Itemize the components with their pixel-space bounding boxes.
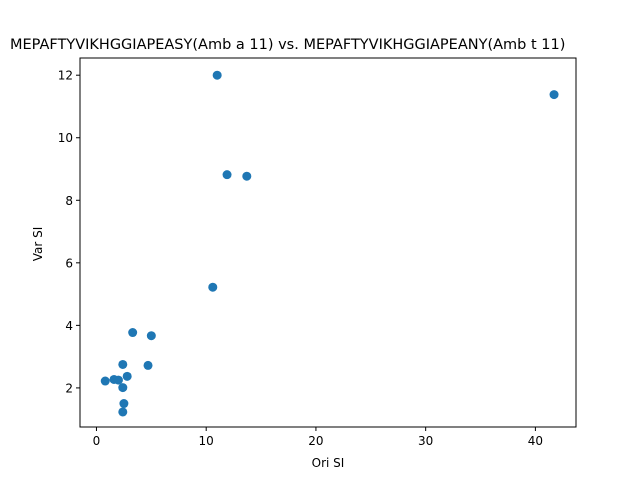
- x-axis-label: Ori SI: [312, 456, 345, 470]
- data-point: [128, 328, 138, 338]
- y-tick-label: 4: [65, 319, 73, 333]
- x-tick-label: 0: [93, 434, 101, 448]
- y-tick-label: 6: [65, 256, 73, 270]
- data-point: [118, 383, 128, 393]
- data-point: [549, 90, 559, 100]
- data-point: [146, 331, 156, 341]
- data-point: [118, 359, 128, 369]
- data-point: [113, 375, 123, 385]
- data-point: [242, 171, 252, 181]
- axes-frame: [79, 57, 577, 428]
- chart-title: MEPAFTYVIKHGGIAPEASY(Amb a 11) vs. MEPAF…: [10, 37, 565, 53]
- data-point: [208, 282, 218, 292]
- data-point: [122, 371, 132, 381]
- y-tick-label: 8: [65, 194, 73, 208]
- plot-area: 0 10 20 30 40 2 4 6 8 10 12: [58, 57, 577, 448]
- x-tick-label: 40: [528, 434, 543, 448]
- x-tick-label: 10: [199, 434, 214, 448]
- data-point: [222, 170, 232, 180]
- y-tick-label: 12: [58, 69, 73, 83]
- x-tick-label: 20: [308, 434, 323, 448]
- data-point: [119, 399, 129, 409]
- y-tick-label: 2: [65, 381, 73, 395]
- y-axis-label: Var SI: [31, 227, 45, 262]
- data-point: [212, 70, 222, 80]
- data-point: [100, 376, 110, 386]
- data-point: [143, 360, 153, 370]
- data-point: [118, 407, 128, 417]
- y-tick-label: 10: [58, 131, 73, 145]
- x-tick-label: 30: [418, 434, 433, 448]
